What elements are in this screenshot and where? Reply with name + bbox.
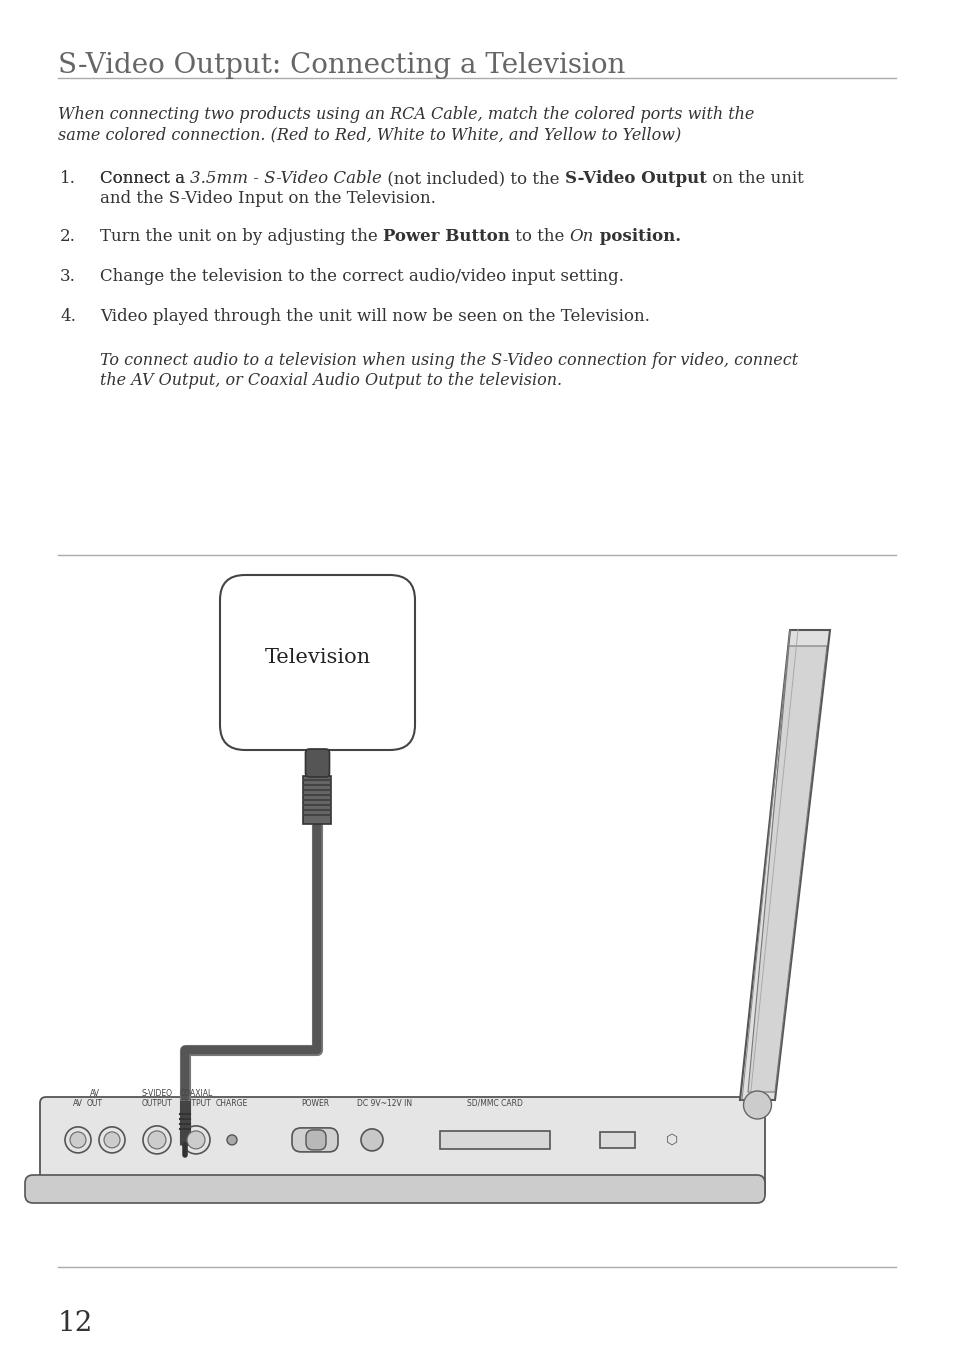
Text: ⬡: ⬡	[666, 1133, 678, 1147]
FancyBboxPatch shape	[40, 1097, 764, 1198]
FancyBboxPatch shape	[25, 1175, 764, 1202]
Text: Turn the unit on by adjusting the: Turn the unit on by adjusting the	[100, 227, 382, 245]
FancyBboxPatch shape	[305, 749, 329, 777]
Text: S-Video Output: S-Video Output	[564, 171, 706, 187]
Text: to the: to the	[509, 227, 569, 245]
Text: 3.: 3.	[60, 268, 76, 284]
Text: AV
OUT: AV OUT	[87, 1089, 103, 1108]
Text: SD/MMC CARD: SD/MMC CARD	[467, 1099, 522, 1108]
FancyBboxPatch shape	[292, 1128, 337, 1152]
Text: S-VIDEO
OUTPUT: S-VIDEO OUTPUT	[141, 1089, 172, 1108]
Circle shape	[65, 1127, 91, 1152]
Text: Connect a: Connect a	[100, 171, 190, 187]
Text: POWER: POWER	[300, 1099, 329, 1108]
Bar	[303, 776, 331, 825]
Circle shape	[148, 1131, 166, 1150]
Text: Change the television to the correct audio/video input setting.: Change the television to the correct aud…	[100, 268, 623, 284]
Text: 3.5mm - S-Video Cable: 3.5mm - S-Video Cable	[190, 171, 382, 187]
FancyBboxPatch shape	[220, 575, 415, 750]
Circle shape	[227, 1135, 236, 1145]
Text: Power Button: Power Button	[382, 227, 509, 245]
Text: CHARGE: CHARGE	[215, 1099, 248, 1108]
Circle shape	[99, 1127, 125, 1152]
Text: When connecting two products using an RCA Cable, match the colored ports with th: When connecting two products using an RC…	[58, 106, 754, 123]
Text: To connect audio to a television when using the S-Video connection for video, co: To connect audio to a television when us…	[100, 352, 798, 370]
Text: AV: AV	[73, 1099, 83, 1108]
Text: On: On	[569, 227, 594, 245]
Text: same colored connection. (Red to Red, White to White, and Yellow to Yellow): same colored connection. (Red to Red, Wh…	[58, 126, 680, 144]
Text: Television: Television	[264, 649, 370, 668]
Circle shape	[360, 1129, 382, 1151]
Circle shape	[104, 1132, 120, 1148]
Circle shape	[742, 1091, 771, 1118]
Text: and the S-Video Input on the Television.: and the S-Video Input on the Television.	[100, 190, 436, 207]
Text: S-Video Output: Connecting a Television: S-Video Output: Connecting a Television	[58, 51, 625, 79]
Text: COAXIAL
OUTPUT: COAXIAL OUTPUT	[179, 1089, 213, 1108]
Text: the AV Output, or Coaxial Audio Output to the television.: the AV Output, or Coaxial Audio Output t…	[100, 372, 561, 389]
Text: position.: position.	[594, 227, 680, 245]
Polygon shape	[747, 646, 826, 1091]
Text: Video played through the unit will now be seen on the Television.: Video played through the unit will now b…	[100, 307, 649, 325]
Bar	[439, 1131, 550, 1150]
Text: 12: 12	[58, 1311, 93, 1336]
Text: (not included) to the: (not included) to the	[382, 171, 564, 187]
Polygon shape	[740, 630, 829, 1099]
Text: 4.: 4.	[60, 307, 76, 325]
Circle shape	[187, 1131, 205, 1150]
Bar	[599, 1132, 635, 1148]
Circle shape	[182, 1127, 210, 1154]
Text: Connect a: Connect a	[100, 171, 190, 187]
Text: 1.: 1.	[60, 171, 76, 187]
Text: DC 9V~12V IN: DC 9V~12V IN	[357, 1099, 412, 1108]
Circle shape	[143, 1127, 171, 1154]
FancyBboxPatch shape	[306, 1129, 326, 1150]
Circle shape	[70, 1132, 86, 1148]
Text: on the unit: on the unit	[706, 171, 802, 187]
Text: 2.: 2.	[60, 227, 76, 245]
